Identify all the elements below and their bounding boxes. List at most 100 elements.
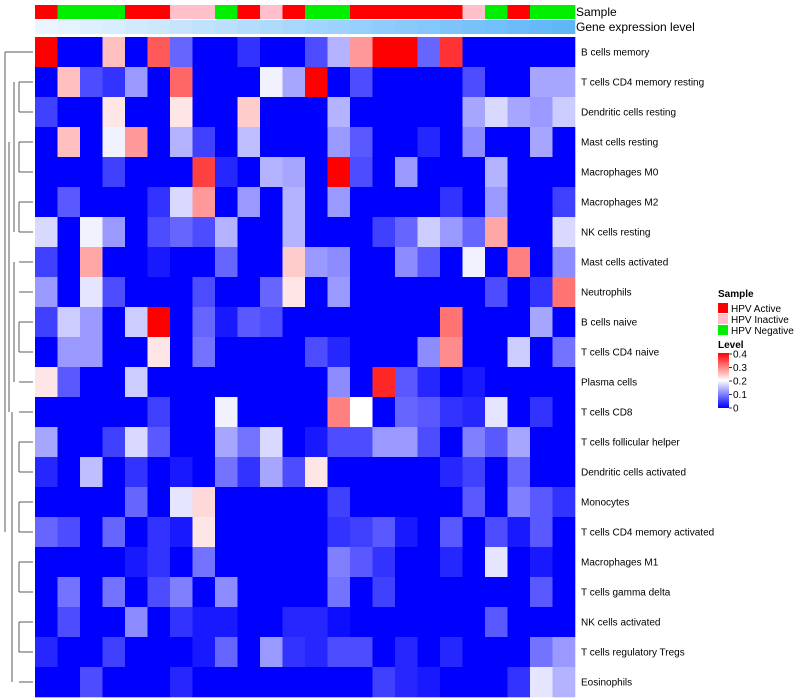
heatmap-cell <box>507 367 531 398</box>
heatmap-cell <box>260 187 283 218</box>
heatmap-cell <box>372 247 396 278</box>
heatmap-cell <box>395 67 418 98</box>
level-tick-label: 0 <box>733 404 739 415</box>
sample-legend-label: HPV Inactive <box>731 315 789 326</box>
heatmap-cell <box>372 187 396 218</box>
heatmap-cell <box>530 487 553 518</box>
heatmap-cell <box>57 67 81 98</box>
heatmap-cell <box>147 487 171 518</box>
heatmap-cell <box>282 277 306 308</box>
heatmap-cell <box>215 97 238 128</box>
heatmap-cell <box>350 457 373 488</box>
heatmap-cell <box>552 217 576 248</box>
heatmap-cell <box>147 517 171 548</box>
heatmap-cell <box>125 667 148 698</box>
heatmap-cell <box>462 547 486 578</box>
heatmap-cell <box>35 637 58 668</box>
heatmap-cell <box>530 637 553 668</box>
heatmap-cell <box>417 397 441 428</box>
heatmap-cell <box>350 217 373 248</box>
heatmap-cell <box>147 547 171 578</box>
heatmap-cell <box>395 637 418 668</box>
heatmap-cell <box>462 427 486 458</box>
heatmap-cell <box>305 637 328 668</box>
gene-expression-annotation-cell <box>282 20 306 34</box>
heatmap-cell <box>530 37 553 68</box>
heatmap-cell <box>125 157 148 188</box>
heatmap-cell <box>372 487 396 518</box>
heatmap-cell <box>192 577 216 608</box>
heatmap-cell <box>80 217 103 248</box>
heatmap-cell <box>530 517 553 548</box>
heatmap-cell <box>125 367 148 398</box>
heatmap-cell <box>462 187 486 218</box>
heatmap-cell <box>485 67 508 98</box>
heatmap-cell <box>237 337 261 368</box>
heatmap-cell <box>102 637 126 668</box>
gene-expression-annotation-cell <box>485 20 508 34</box>
heatmap-cell <box>372 607 396 638</box>
row-label: T cells CD4 memory resting <box>581 78 704 89</box>
sample-annotation-cell <box>125 5 148 19</box>
gene-expression-annotation-cell <box>192 20 216 34</box>
sample-legend-swatch <box>718 314 728 324</box>
heatmap-cell <box>192 547 216 578</box>
heatmap-cell <box>282 247 306 278</box>
heatmap-cell <box>237 547 261 578</box>
heatmap-cell <box>417 607 441 638</box>
heatmap-cell <box>80 577 103 608</box>
sample-annotation-track <box>35 5 576 19</box>
heatmap-cell <box>215 277 238 308</box>
heatmap-cell <box>327 187 351 218</box>
heatmap-cell <box>282 427 306 458</box>
heatmap-cell <box>260 337 283 368</box>
heatmap-cell <box>57 127 81 158</box>
heatmap-cell <box>552 337 576 368</box>
sample-annotation-cell <box>350 5 373 19</box>
heatmap-cell <box>57 517 81 548</box>
heatmap-cell <box>80 337 103 368</box>
sample-annotation-cell <box>215 5 238 19</box>
heatmap-cell <box>417 667 441 698</box>
heatmap-cell <box>80 607 103 638</box>
heatmap-cell <box>147 37 171 68</box>
heatmap-cell <box>35 97 58 128</box>
heatmap-cell <box>147 247 171 278</box>
heatmap-cell <box>440 157 463 188</box>
heatmap-cell <box>485 277 508 308</box>
heatmap-cell <box>260 307 283 338</box>
heatmap-cell <box>215 667 238 698</box>
heatmap-cell <box>507 97 531 128</box>
row-label: Monocytes <box>581 498 629 509</box>
heatmap-cell <box>192 277 216 308</box>
heatmap-cell <box>462 517 486 548</box>
row-label: T cells gamma delta <box>581 588 671 599</box>
heatmap-cell <box>485 547 508 578</box>
heatmap-cell <box>170 637 193 668</box>
heatmap-cell <box>417 187 441 218</box>
heatmap-cell <box>260 487 283 518</box>
heatmap-cell <box>125 397 148 428</box>
row-label: Macrophages M2 <box>581 198 659 209</box>
heatmap-cell <box>395 37 418 68</box>
heatmap-cell <box>237 487 261 518</box>
sample-annotation-cell <box>530 5 553 19</box>
heatmap-cell <box>57 487 81 518</box>
heatmap-cell <box>552 367 576 398</box>
heatmap-cell <box>260 397 283 428</box>
heatmap-cell <box>260 37 283 68</box>
sample-annotation-cell <box>372 5 396 19</box>
heatmap-cell <box>507 67 531 98</box>
heatmap-cell <box>552 457 576 488</box>
heatmap-cell <box>440 487 463 518</box>
heatmap-cell <box>125 487 148 518</box>
heatmap-cell <box>192 187 216 218</box>
heatmap-cell <box>282 97 306 128</box>
heatmap-cell <box>57 277 81 308</box>
sample-annotation-cell <box>552 5 576 19</box>
gene-expression-annotation-cell <box>57 20 81 34</box>
heatmap-cell <box>147 67 171 98</box>
level-tick-label: 0.4 <box>733 350 747 361</box>
heatmap-cell <box>147 337 171 368</box>
heatmap-cell <box>282 337 306 368</box>
